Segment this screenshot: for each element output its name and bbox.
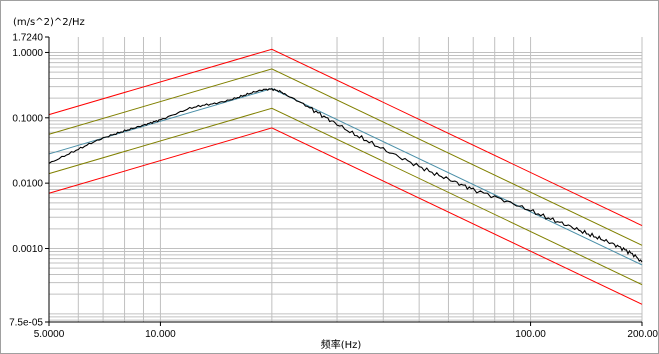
series-line-abort_limit — [48, 127, 643, 305]
y-tick-label: 1.7240 — [12, 33, 43, 44]
series-line-measured — [48, 88, 643, 263]
x-tick-label: 100.00 — [515, 329, 546, 340]
tick-labels: 1.7240 1.0000 0.1000 0.0100 0.0010 7.5e-055.0… — [9, 33, 658, 341]
x-tick-label: 200.00 — [627, 329, 658, 340]
y-tick-label: 0.0100 — [12, 179, 43, 190]
series-group — [48, 48, 643, 305]
series-line-alarm_limit — [48, 68, 643, 246]
x-tick-label: 10.000 — [145, 329, 176, 340]
x-axis-title: 频率(Hz) — [321, 338, 362, 351]
y-tick-label: 7.5e-05 — [9, 318, 43, 329]
x-tick-label: 5.0000 — [34, 329, 65, 340]
plot-background — [49, 37, 642, 322]
axes — [48, 37, 642, 323]
y-tick-label: 1.0000 — [12, 48, 43, 59]
series-line-alarm_limit — [48, 107, 643, 286]
y-tick-label: 0.1000 — [12, 113, 43, 124]
y-axis-title: (m/s^2)^2/Hz — [13, 17, 85, 28]
series-line-abort_limit — [48, 48, 643, 227]
y-tick-label: 0.0010 — [12, 244, 43, 255]
grid-lines — [48, 37, 643, 322]
